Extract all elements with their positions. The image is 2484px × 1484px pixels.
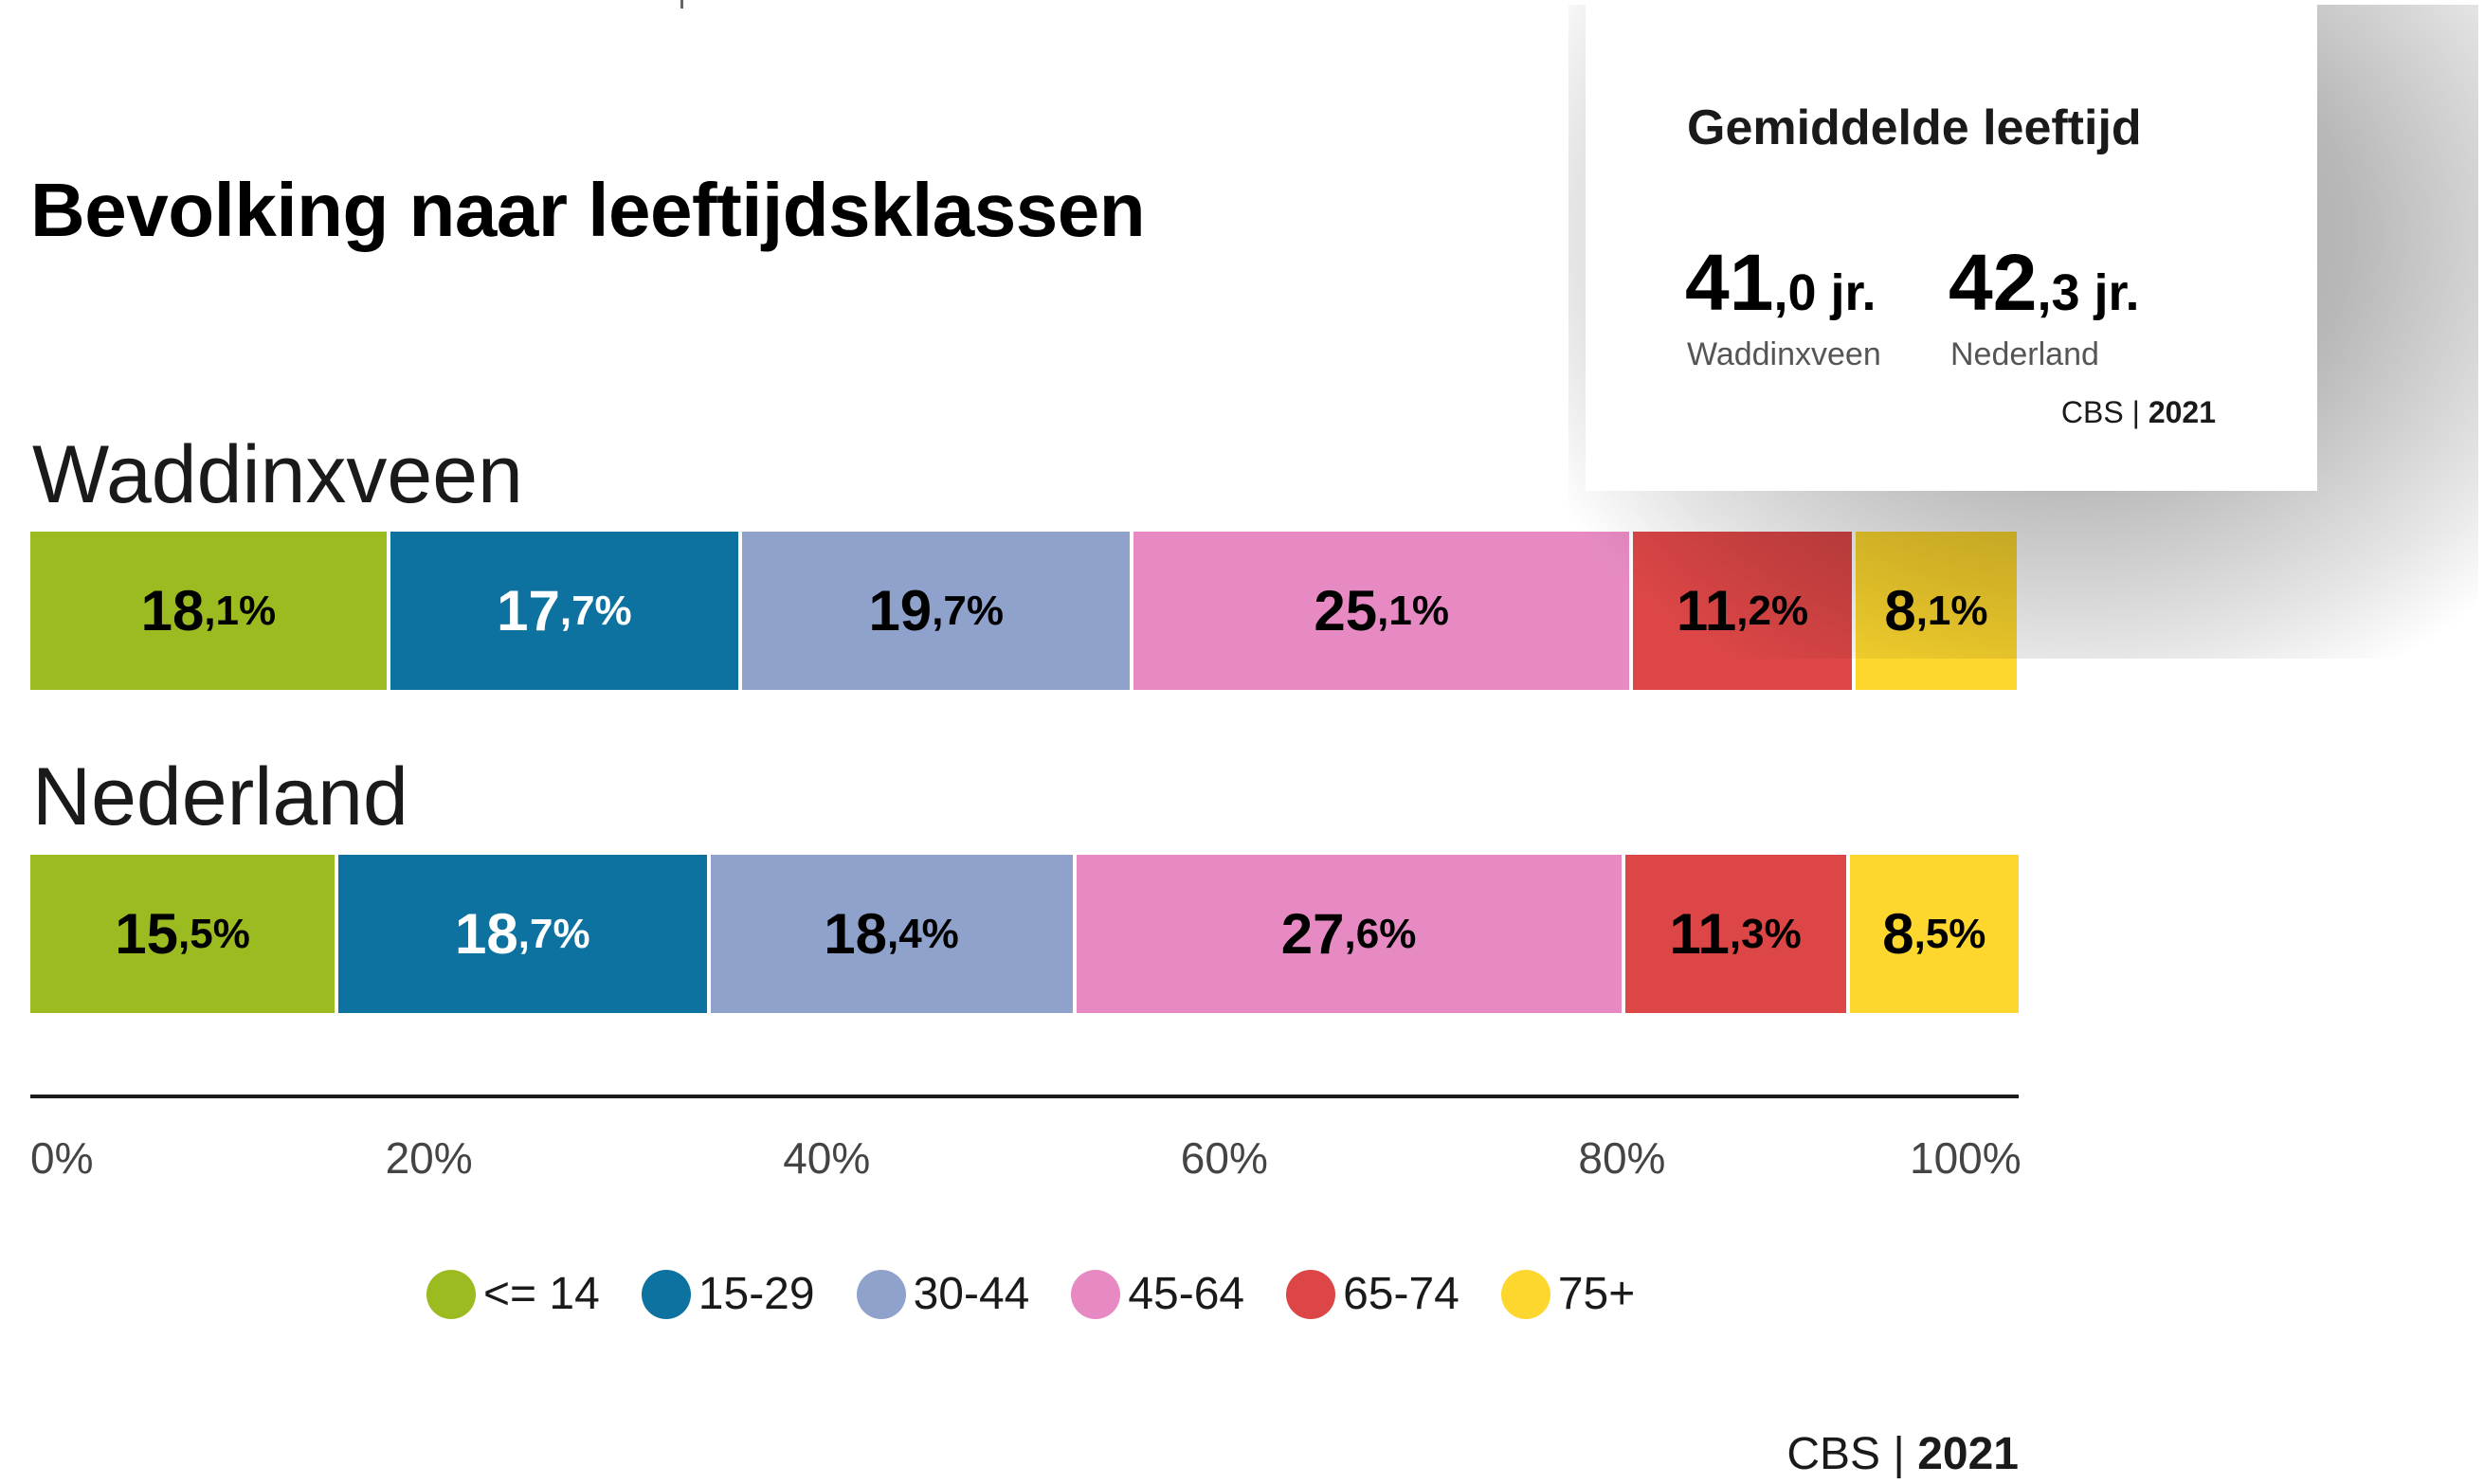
data-label-fraction: ,1% xyxy=(1916,588,1988,635)
stat-nederland: 42,3 jr. xyxy=(1949,237,2140,329)
data-label-fraction: ,3% xyxy=(1729,910,1802,957)
x-axis-line xyxy=(30,1095,2019,1098)
data-label-whole: 11 xyxy=(1677,578,1736,643)
data-label-whole: 11 xyxy=(1669,902,1730,966)
data-label-fraction: ,1% xyxy=(204,587,277,634)
card-source-org: CBS xyxy=(2060,395,2124,429)
stat-waddinxveen-frac: ,0 jr. xyxy=(1773,264,1877,321)
bar-segment-nederland-5: 8,5% xyxy=(1849,855,2019,1013)
bar-segment-nederland-4: 11,3% xyxy=(1624,855,1846,1013)
data-label-fraction: ,7% xyxy=(559,587,632,634)
legend-item: 75+ xyxy=(1500,1268,1636,1320)
chart-source-year: 2021 xyxy=(1917,1429,2019,1479)
x-tick-label: 60% xyxy=(1180,1133,1268,1183)
data-label-whole: 17 xyxy=(497,579,560,642)
legend-item: <= 14 xyxy=(426,1268,600,1320)
legend-label: 45-64 xyxy=(1128,1269,1245,1319)
top-tick-mark xyxy=(680,0,683,9)
x-tick-label: 0% xyxy=(30,1133,94,1183)
data-label-fraction: ,7% xyxy=(517,910,590,957)
data-label-whole: 25 xyxy=(1314,579,1378,642)
bar-segment-waddinxveen-4: 11,2% xyxy=(1632,532,1852,690)
legend-item: 15-29 xyxy=(641,1268,815,1320)
legend-label: <= 14 xyxy=(483,1269,600,1319)
data-label-whole: 8 xyxy=(1884,578,1915,643)
stat-nederland-whole: 42 xyxy=(1949,238,2038,327)
legend-item: 65-74 xyxy=(1286,1268,1460,1320)
bar-segment-waddinxveen-5: 8,1% xyxy=(1855,532,2017,690)
x-tick-label: 40% xyxy=(783,1133,871,1183)
x-tick-label: 80% xyxy=(1578,1133,1666,1183)
bar-segment-waddinxveen-2: 19,7% xyxy=(742,532,1131,690)
legend-item: 30-44 xyxy=(856,1268,1030,1320)
data-label-fraction: ,5% xyxy=(178,910,250,957)
card-source-year: 2021 xyxy=(2148,395,2216,429)
data-label-fraction: ,7% xyxy=(932,587,1005,634)
bar-row-nederland: 15,5% 18,7% 18,4% 27,6% 11,3% 8,5% xyxy=(30,855,2019,1013)
data-label-whole: 8 xyxy=(1882,902,1914,966)
bar-segment-nederland-2: 18,4% xyxy=(710,855,1073,1013)
legend-label: 15-29 xyxy=(698,1269,815,1319)
card-title: Gemiddelde leeftijd xyxy=(1687,100,2142,155)
legend-swatch xyxy=(1500,1269,1550,1319)
data-label-fraction: ,6% xyxy=(1344,910,1417,957)
data-label-fraction: ,4% xyxy=(886,910,959,957)
chart-title: Bevolking naar leeftijdsklassen xyxy=(30,168,1146,252)
stat-waddinxveen-whole: 41 xyxy=(1685,238,1774,327)
row-label-nederland: Nederland xyxy=(32,751,408,842)
legend: <= 14 15-29 30-44 45-64 65-74 75+ xyxy=(426,1268,1677,1320)
data-label-whole: 15 xyxy=(115,902,179,966)
legend-swatch xyxy=(1071,1269,1121,1319)
average-age-card: Gemiddelde leeftijd 41,0 jr. Waddinxveen… xyxy=(1586,5,2317,491)
legend-swatch xyxy=(426,1269,476,1319)
x-tick-label: 100% xyxy=(1910,1133,2022,1183)
stat-waddinxveen-label: Waddinxveen xyxy=(1687,336,1881,372)
bar-row-waddinxveen: 18,1%17,7%19,7%25,1%11,2%8,1% xyxy=(30,532,2019,690)
data-label-fraction: ,5% xyxy=(1913,910,1986,957)
bar-segment-waddinxveen-1: 17,7% xyxy=(390,532,739,690)
data-label-whole: 19 xyxy=(868,579,933,642)
bar-segment-waddinxveen-0: 18,1% xyxy=(30,532,387,690)
legend-item: 45-64 xyxy=(1071,1268,1244,1320)
bar-segment-nederland-3: 27,6% xyxy=(1076,855,1622,1013)
legend-label: 75+ xyxy=(1557,1269,1636,1319)
legend-swatch xyxy=(641,1269,691,1319)
chart-source-org: CBS xyxy=(1786,1429,1881,1479)
data-label-fraction: ,1% xyxy=(1377,587,1449,634)
stat-nederland-frac: ,3 jr. xyxy=(2037,264,2140,321)
data-label-fraction: ,2% xyxy=(1736,588,1808,635)
bar-segment-nederland-1: 18,7% xyxy=(338,855,707,1013)
bar-segment-waddinxveen-3: 25,1% xyxy=(1133,532,1629,690)
data-label-whole: 18 xyxy=(140,579,205,642)
bar-segment-nederland-0: 15,5% xyxy=(30,855,335,1013)
stat-waddinxveen: 41,0 jr. xyxy=(1685,237,1877,329)
stat-nederland-label: Nederland xyxy=(1950,336,2099,372)
row-label-waddinxveen: Waddinxveen xyxy=(32,429,523,520)
card-source: CBS | 2021 xyxy=(2060,395,2216,429)
chart-source: CBS | 2021 xyxy=(1786,1429,2019,1479)
data-label-whole: 27 xyxy=(1280,902,1345,966)
data-label-whole: 18 xyxy=(824,902,887,966)
legend-swatch xyxy=(1286,1269,1336,1319)
legend-label: 65-74 xyxy=(1343,1269,1460,1319)
legend-swatch xyxy=(856,1269,906,1319)
x-tick-label: 20% xyxy=(385,1133,473,1183)
data-label-whole: 18 xyxy=(455,902,518,966)
legend-label: 30-44 xyxy=(913,1269,1030,1319)
